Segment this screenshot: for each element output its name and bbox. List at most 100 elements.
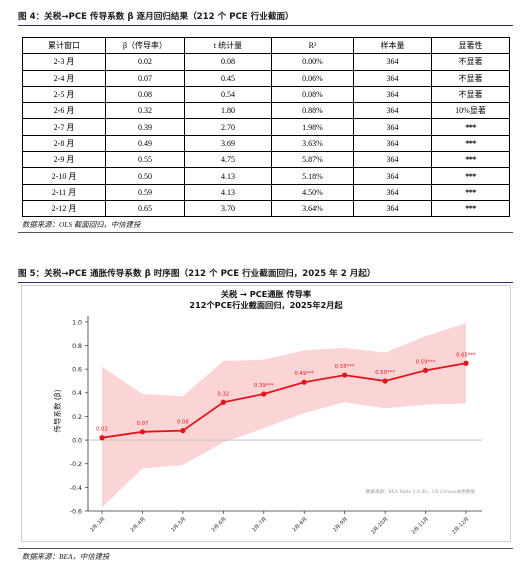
table-row: 2-6 月 0.32 1.80 0.88% 364 10%显著 xyxy=(22,102,510,120)
figure-5-divider xyxy=(18,548,513,549)
header-window: 累计窗口 xyxy=(22,36,106,55)
table-row: 2-8 月 0.49 3.69 3.63% 364 *** xyxy=(22,134,510,153)
cell-beta: 0.55 xyxy=(105,151,185,169)
cell-beta: 0.39 xyxy=(105,118,185,136)
data-point xyxy=(382,378,388,384)
regression-table: 累计窗口 β（传导率） t 统计量 R² 样本量 显著性 2-3 月 0.02 0.… xyxy=(22,36,510,218)
y-tick-label: -0.2 xyxy=(70,461,82,468)
cell-beta: 0.08 xyxy=(105,85,185,104)
table-header-row: 累计窗口 β（传导率） t 统计量 R² 样本量 显著性 xyxy=(22,36,510,55)
y-tick-label: -0.6 xyxy=(70,508,82,515)
cell-t-stat: 0.45 xyxy=(184,69,272,87)
cell-beta: 0.59 xyxy=(105,183,185,201)
figure-4-divider xyxy=(18,232,513,233)
cell-significance: *** xyxy=(431,167,510,185)
cell-r-squared: 3.63% xyxy=(271,134,354,153)
cell-sample-size: 364 xyxy=(353,102,432,120)
cell-window: 2-11 月 xyxy=(22,183,106,201)
y-tick-label: -0.4 xyxy=(70,485,82,492)
cell-r-squared: 0.88% xyxy=(271,102,354,120)
x-tick-label: 2月-6月 xyxy=(211,516,228,533)
x-tick-label: 2月-8月 xyxy=(292,516,309,533)
cell-significance: 不显著 xyxy=(431,53,510,71)
cell-window: 2-6 月 xyxy=(22,102,106,120)
cell-sample-size: 364 xyxy=(353,69,432,87)
data-label: 0.49*** xyxy=(294,371,314,377)
chart-panel: 关税 → PCE通胀 传导率 212个PCE行业截面回归，2025年2月起 -0… xyxy=(21,285,511,542)
table-row: 2-11 月 0.59 4.13 4.50% 364 *** xyxy=(22,183,510,201)
header-beta: β（传导率） xyxy=(105,36,185,55)
cell-window: 2-7 月 xyxy=(22,118,106,136)
data-label: 0.02 xyxy=(96,427,108,433)
cell-sample-size: 364 xyxy=(353,167,432,185)
header-significance: 显著性 xyxy=(431,36,510,55)
cell-significance: *** xyxy=(431,183,510,201)
chart-title: 关税 → PCE通胀 传导率 xyxy=(221,289,311,299)
data-point xyxy=(139,429,146,435)
table-row: 2-10 月 0.50 4.13 5.18% 364 *** xyxy=(22,167,510,185)
cell-significance: *** xyxy=(431,151,510,169)
cell-sample-size: 364 xyxy=(353,199,432,218)
x-tick-label: 2月-5月 xyxy=(170,516,187,533)
table-row: 2-4 月 0.07 0.45 0.06% 364 不显著 xyxy=(22,69,510,87)
data-label: 0.32 xyxy=(217,391,229,397)
x-tick-label: 2月-12月 xyxy=(451,516,470,535)
figure-4-source: 数据来源：OLS 截面回归，中信建投 xyxy=(22,220,141,229)
cell-r-squared: 0.08% xyxy=(271,85,354,104)
figure-5-source: 数据来源：BEA，中信建投 xyxy=(22,552,110,561)
cell-r-squared: 3.64% xyxy=(271,199,354,218)
cell-r-squared: 0.06% xyxy=(271,69,354,87)
data-label: 0.50*** xyxy=(375,370,395,376)
cell-r-squared: 1.98% xyxy=(271,118,354,136)
cell-significance: *** xyxy=(431,118,510,136)
data-label: 0.55*** xyxy=(335,364,355,370)
cell-window: 2-10 月 xyxy=(22,167,106,185)
cell-beta: 0.32 xyxy=(105,102,185,120)
cell-r-squared: 0.00% xyxy=(271,53,354,71)
x-tick-label: 2月-9月 xyxy=(332,516,349,533)
cell-t-stat: 3.70 xyxy=(184,199,272,218)
cell-significance: 不显著 xyxy=(431,85,510,104)
cell-significance: *** xyxy=(431,199,510,218)
figure-5-caption: 图 5：关税→PCE 通胀传导系数 β 时序图（212 个 PCE 行业截面回归… xyxy=(18,267,513,283)
cell-r-squared: 4.50% xyxy=(271,183,354,201)
cell-beta: 0.02 xyxy=(105,53,185,71)
cell-sample-size: 364 xyxy=(353,118,432,136)
cell-r-squared: 5.18% xyxy=(271,167,354,185)
cell-window: 2-3 月 xyxy=(22,53,106,71)
cell-beta: 0.49 xyxy=(105,134,185,153)
data-point xyxy=(261,391,267,397)
header-t-stat: t 统计量 xyxy=(184,36,272,55)
table-row: 2-7 月 0.39 2.70 1.98% 364 *** xyxy=(22,118,510,136)
x-tick-label: 2月-4月 xyxy=(130,516,147,533)
cell-window: 2-9 月 xyxy=(22,151,106,169)
cell-significance: 10%显著 xyxy=(431,102,510,120)
cell-sample-size: 364 xyxy=(353,183,432,201)
cell-window: 2-4 月 xyxy=(22,69,106,87)
table-row: 2-3 月 0.02 0.08 0.00% 364 不显著 xyxy=(22,53,510,71)
data-label: 0.65*** xyxy=(456,352,476,358)
cell-t-stat: 1.80 xyxy=(184,102,272,120)
cell-window: 2-8 月 xyxy=(22,134,106,153)
y-tick-label: 0.6 xyxy=(72,367,82,374)
y-tick-label: 0.8 xyxy=(72,343,82,350)
figure-4-caption: 图 4：关税→PCE 传导系数 β 逐月回归结果（212 个 PCE 行业截面） xyxy=(18,10,513,26)
y-tick-label: 0.4 xyxy=(72,390,82,397)
data-point xyxy=(463,360,469,366)
cell-r-squared: 5.87% xyxy=(271,151,354,169)
y-tick-label: 0.2 xyxy=(72,414,82,421)
cell-t-stat: 4.75 xyxy=(184,151,272,169)
data-point xyxy=(301,379,307,385)
data-label: 0.39*** xyxy=(254,383,274,389)
x-tick-label: 2月-11月 xyxy=(411,516,430,535)
chart-source-note: 数据来源：BEA Table 2.4.4U、US Census关税数据 xyxy=(366,488,476,495)
data-point xyxy=(220,399,226,405)
cell-t-stat: 0.54 xyxy=(184,85,272,104)
transmission-chart: 关税 → PCE通胀 传导率 212个PCE行业截面回归，2025年2月起 -0… xyxy=(52,289,482,536)
table-row: 2-9 月 0.55 4.75 5.87% 364 *** xyxy=(22,151,510,169)
x-tick-label: 2月-10月 xyxy=(370,516,389,535)
cell-window: 2-12 月 xyxy=(22,199,106,218)
cell-significance: *** xyxy=(431,134,510,153)
table-row: 2-12 月 0.65 3.70 3.64% 364 *** xyxy=(22,199,510,218)
data-point xyxy=(342,372,348,378)
